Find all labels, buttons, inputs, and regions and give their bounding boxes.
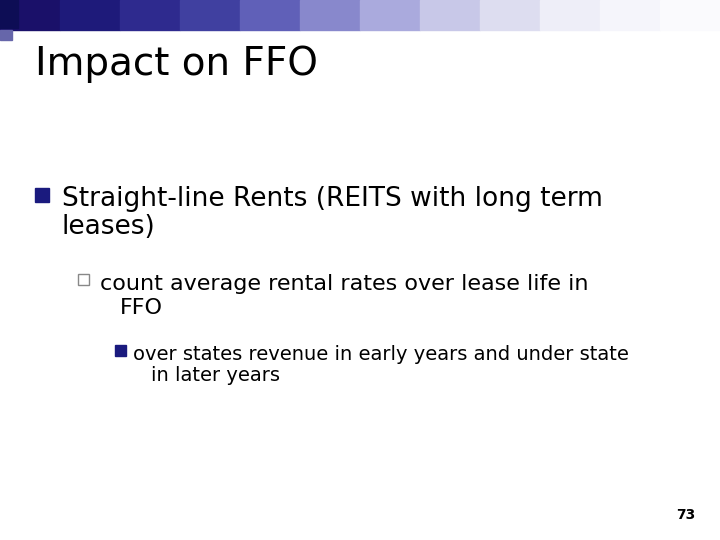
Bar: [78, 274, 89, 285]
Text: Impact on FFO: Impact on FFO: [35, 45, 318, 83]
Bar: [60, 0, 120, 30]
Text: FFO: FFO: [120, 298, 163, 318]
Bar: [360, 0, 420, 30]
Text: in later years: in later years: [151, 366, 280, 385]
Bar: [420, 0, 480, 30]
Text: count average rental rates over lease life in: count average rental rates over lease li…: [100, 274, 588, 294]
Text: leases): leases): [62, 213, 156, 240]
Bar: [240, 0, 300, 30]
Text: over states revenue in early years and under state: over states revenue in early years and u…: [133, 345, 629, 364]
Bar: [180, 0, 240, 30]
Bar: [300, 0, 360, 30]
Bar: [35, 188, 49, 202]
Bar: [120, 0, 180, 30]
Bar: [660, 0, 720, 30]
Bar: [0, 30, 12, 40]
Bar: [600, 0, 660, 30]
Text: 73: 73: [676, 508, 695, 522]
Text: Straight-line Rents (REITS with long term: Straight-line Rents (REITS with long ter…: [62, 186, 603, 212]
Bar: [480, 0, 540, 30]
Bar: [0, 0, 18, 28]
Bar: [540, 0, 600, 30]
Bar: [0, 0, 60, 30]
Bar: [115, 345, 126, 356]
